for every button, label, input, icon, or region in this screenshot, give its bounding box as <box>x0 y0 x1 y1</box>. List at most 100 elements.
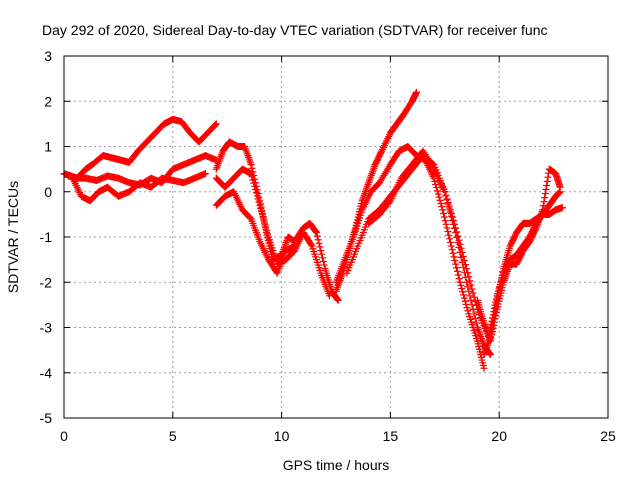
data-point <box>491 315 499 323</box>
data-point <box>464 307 472 315</box>
data-series <box>473 165 564 345</box>
y-tick-label: -4 <box>40 365 53 381</box>
data-point <box>313 232 321 240</box>
data-point <box>252 189 260 197</box>
data-point <box>319 254 327 262</box>
data-point <box>212 120 220 128</box>
data-point <box>314 236 322 244</box>
data-point <box>444 200 452 208</box>
data-point <box>463 265 471 273</box>
data-point <box>334 296 342 304</box>
data-point <box>211 121 219 129</box>
data-point <box>458 285 466 293</box>
data-point <box>453 267 461 275</box>
data-point <box>464 283 472 291</box>
data-point <box>480 364 488 372</box>
data-point <box>461 297 469 305</box>
data-point <box>466 292 474 300</box>
data-point <box>455 275 463 283</box>
data-point <box>325 292 333 300</box>
y-tick-label: -3 <box>40 320 53 336</box>
data-point <box>433 187 441 195</box>
data-point <box>449 249 457 257</box>
data-point <box>439 206 447 214</box>
grid-layer <box>64 56 608 418</box>
data-series <box>69 170 209 205</box>
x-axis-title: GPS time / hours <box>283 457 390 473</box>
data-point <box>454 271 462 279</box>
data-point <box>455 243 463 251</box>
data-point <box>488 328 496 336</box>
data-point <box>453 233 461 241</box>
y-tick-label: -5 <box>40 410 53 426</box>
y-tick-label: 1 <box>44 139 52 155</box>
data-point <box>316 243 324 251</box>
data-point <box>459 263 467 271</box>
data-point <box>255 198 263 206</box>
data-point <box>486 337 494 345</box>
x-tick-label: 10 <box>274 428 290 444</box>
data-point <box>454 238 462 246</box>
data-point <box>448 246 456 254</box>
y-tick-label: -1 <box>40 229 53 245</box>
data-point <box>436 196 444 204</box>
data-point <box>463 278 471 286</box>
data-point <box>438 203 446 211</box>
data-point <box>201 170 209 178</box>
data-point <box>541 194 549 202</box>
data-point <box>440 213 448 221</box>
data-point <box>259 214 267 222</box>
x-tick-label: 5 <box>169 428 177 444</box>
data-point <box>433 184 441 192</box>
data-point <box>320 261 328 269</box>
y-axis-title: SDTVAR / TECUs <box>5 181 21 293</box>
data-point <box>454 232 462 240</box>
data-point <box>254 195 262 203</box>
data-point <box>439 209 447 217</box>
data-point <box>318 250 326 258</box>
data-point <box>462 300 470 308</box>
data-point <box>248 173 256 181</box>
chart-title: Day 292 of 2020, Sidereal Day-to-day VTE… <box>42 22 548 38</box>
data-point <box>445 231 453 239</box>
data-point <box>488 331 496 339</box>
data-point <box>291 242 299 250</box>
data-point <box>543 177 551 185</box>
data-point <box>458 258 466 266</box>
data-point <box>489 324 497 332</box>
data-point <box>467 296 475 304</box>
data-point <box>450 253 458 261</box>
data-point <box>312 228 320 236</box>
data-point <box>317 247 325 255</box>
data-point <box>558 204 566 212</box>
y-tick-label: 3 <box>44 48 52 64</box>
data-point <box>469 305 477 313</box>
data-point <box>486 350 494 358</box>
data-point <box>471 314 479 322</box>
data-point <box>456 278 464 286</box>
data-point <box>442 192 450 200</box>
data-point <box>492 312 500 320</box>
y-tick-label: 0 <box>44 184 52 200</box>
data-point <box>447 242 455 250</box>
data-point <box>250 179 258 187</box>
data-point <box>319 257 327 265</box>
data-point <box>262 223 270 231</box>
data-point <box>470 293 478 301</box>
data-point <box>446 208 454 216</box>
y-tick-label: -2 <box>40 274 53 290</box>
data-point <box>261 220 269 228</box>
data-point <box>460 294 468 302</box>
data-series <box>60 115 220 182</box>
data-point <box>247 161 255 169</box>
data-point <box>251 182 259 190</box>
x-tick-label: 25 <box>600 428 616 444</box>
data-point <box>445 204 453 212</box>
data-point <box>377 148 385 156</box>
data-point <box>492 309 500 317</box>
data-point <box>312 228 320 236</box>
data-point <box>442 220 450 228</box>
data-point <box>437 200 445 208</box>
